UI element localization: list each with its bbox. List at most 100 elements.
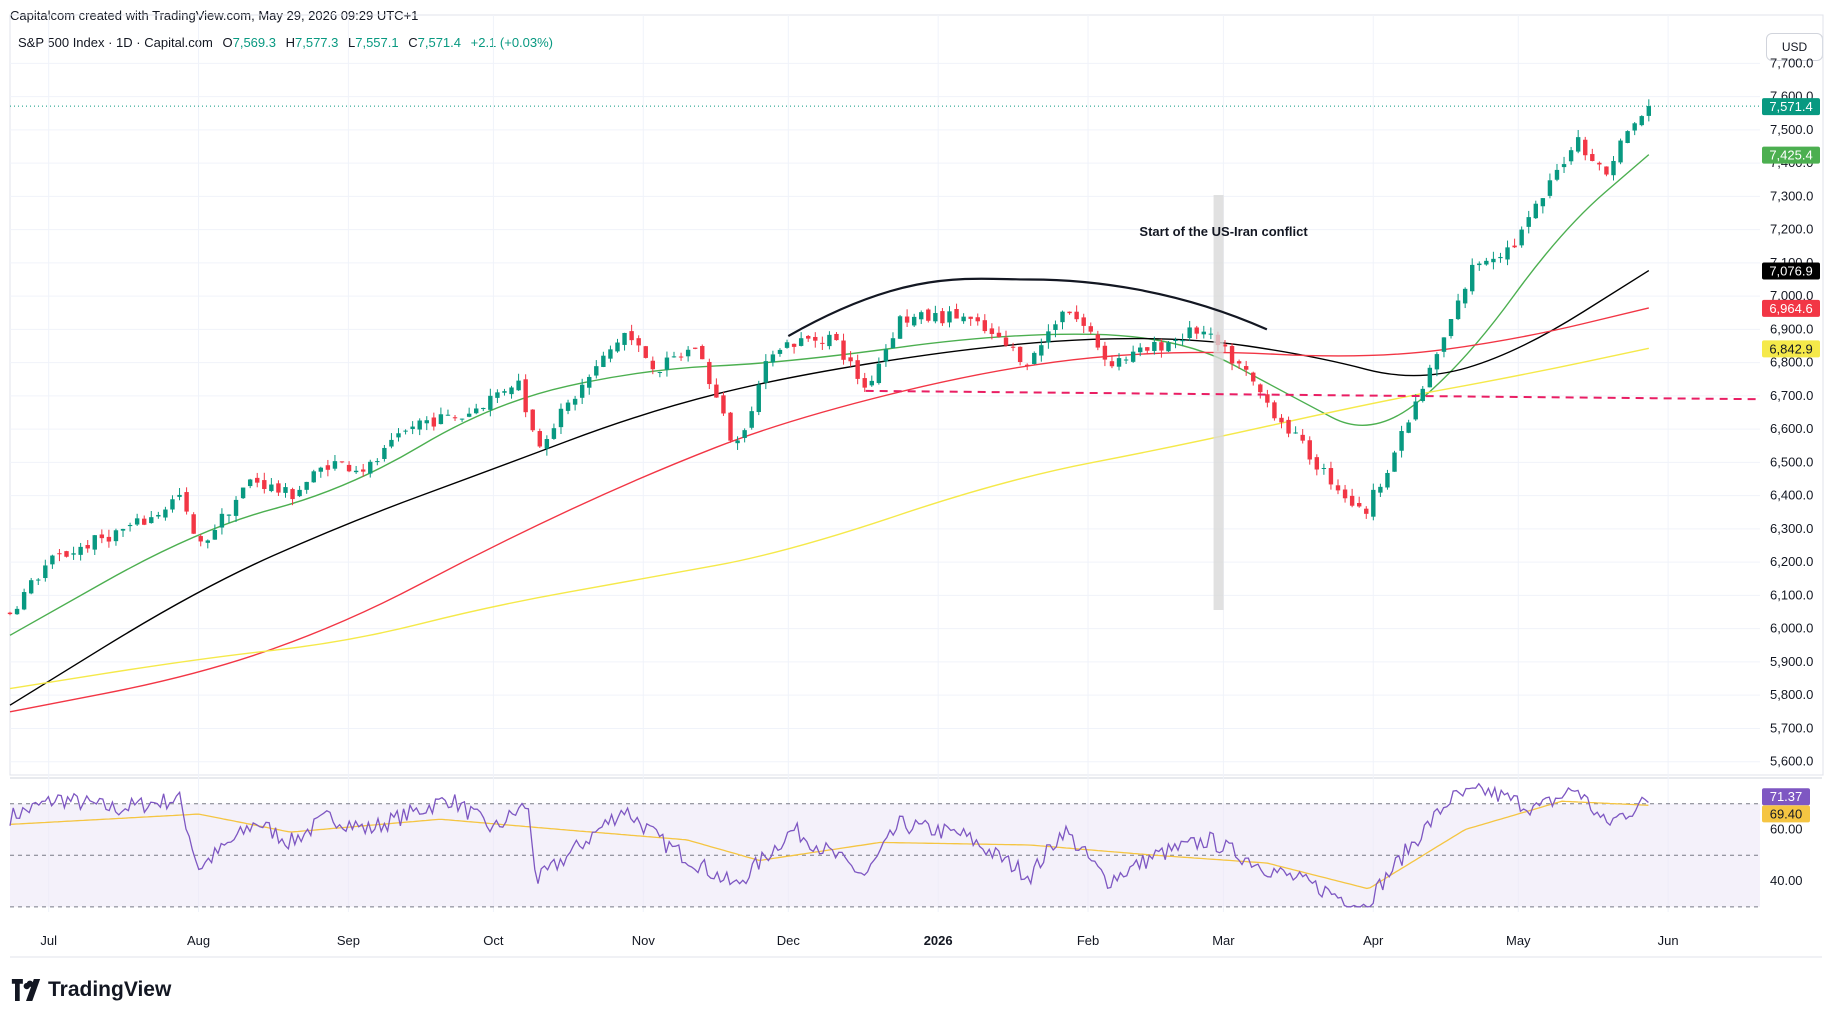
candle-body: [233, 499, 239, 516]
candle-body: [1159, 342, 1164, 351]
candle-body: [1385, 472, 1390, 488]
candle-body: [205, 540, 210, 543]
candle-body: [933, 313, 938, 322]
candle-body: [904, 316, 910, 323]
ma-line-ema-50: [9, 269, 1650, 706]
candle-body: [1293, 432, 1298, 434]
candle-body: [1335, 485, 1341, 491]
close-label: C: [408, 35, 418, 50]
x-tick-label: Mar: [1212, 933, 1235, 948]
candle-body: [1222, 344, 1228, 347]
ma-line-ema-200: [9, 347, 1649, 690]
rounded-top-arc: [787, 277, 1268, 337]
x-tick-label: Jun: [1658, 933, 1679, 948]
candle-body: [1109, 361, 1115, 367]
candle-body: [1258, 384, 1263, 393]
candle-body: [1349, 495, 1355, 506]
candle-body: [509, 387, 514, 395]
candle-body: [1166, 342, 1171, 352]
candle-body: [304, 481, 309, 490]
candle-body: [297, 489, 302, 497]
candle-body: [1152, 341, 1157, 351]
brand-name: TradingView: [48, 978, 172, 1001]
candle-body: [1095, 334, 1101, 348]
candle-body: [692, 347, 698, 349]
y-tick-label: 7,700.0: [1770, 55, 1813, 70]
price-tag-label: 6,964.6: [1769, 301, 1812, 316]
candle-body: [742, 430, 747, 438]
candle-body: [1575, 137, 1581, 152]
candle-body: [1406, 422, 1411, 433]
candle-body: [332, 461, 338, 469]
candle-body: [7, 612, 13, 615]
candle-body: [163, 509, 168, 518]
candle-body: [1484, 260, 1489, 265]
candle-body: [883, 349, 889, 362]
candle-body: [1512, 245, 1517, 248]
candle-body: [247, 479, 253, 487]
candle-body: [523, 379, 528, 413]
candle-body: [43, 565, 48, 579]
candle-body: [989, 328, 995, 334]
candle-body: [219, 513, 225, 528]
candle-body: [1201, 331, 1206, 335]
annotation-label: Start of the US-Iran conflict: [1139, 224, 1308, 239]
high-label: H: [285, 35, 295, 50]
candle-body: [1088, 326, 1093, 332]
candle-body: [1123, 359, 1129, 361]
candle-body: [608, 349, 613, 359]
candle-body: [353, 470, 359, 473]
candle-body: [1441, 337, 1447, 352]
candle-body: [1448, 319, 1454, 337]
candle-body: [947, 311, 952, 323]
candle-body: [1583, 139, 1588, 156]
x-tick-label: Aug: [187, 933, 210, 948]
rsi-ma-line: [9, 800, 1649, 890]
candle-body: [120, 528, 126, 531]
open-value: 7,569.3: [232, 35, 276, 50]
candle-body: [382, 447, 387, 459]
y-tick-label: 6,300.0: [1770, 521, 1813, 536]
price-tag: [1762, 340, 1820, 358]
candle-body: [594, 366, 599, 376]
conflict-highlight: [1213, 195, 1224, 610]
candle-body: [1003, 337, 1009, 346]
candle-body: [375, 461, 380, 463]
candle-body: [177, 494, 182, 497]
candle-body: [1519, 229, 1524, 246]
candle-body: [530, 409, 535, 431]
candle-body: [996, 332, 1002, 338]
x-tick-label: Apr: [1363, 933, 1384, 948]
candle-body: [14, 608, 20, 615]
candle-body: [488, 395, 493, 410]
rsi-tag-label: 69.40: [1770, 806, 1803, 821]
candle-body: [728, 412, 733, 441]
candle-body: [36, 579, 41, 581]
price-tag-label: 6,842.9: [1769, 341, 1812, 356]
candle-body: [558, 408, 564, 428]
candle-body: [311, 471, 316, 483]
candle-body: [21, 592, 27, 610]
x-tick-label: 2026: [924, 933, 953, 948]
candle-body: [657, 372, 663, 374]
candle-body: [968, 316, 973, 319]
candle-body: [1024, 364, 1030, 366]
candle-body: [1067, 311, 1072, 314]
candle-body: [601, 355, 606, 367]
candle-body: [890, 338, 896, 349]
candle-body: [551, 428, 557, 439]
change-value: +2.1 (+0.03%): [470, 35, 554, 50]
candle-body: [262, 480, 267, 489]
candle-body: [1604, 166, 1609, 175]
candle-body: [431, 417, 437, 427]
low-value: 7,557.1: [355, 35, 399, 50]
candle-body: [1498, 256, 1503, 259]
candle-body: [92, 535, 97, 550]
candle-body: [290, 489, 295, 500]
candle-body: [1505, 247, 1510, 260]
candle-body: [396, 433, 401, 438]
candle-body: [1455, 300, 1461, 320]
candle-body: [1632, 123, 1637, 131]
ma-line-ema-100: [9, 307, 1649, 713]
